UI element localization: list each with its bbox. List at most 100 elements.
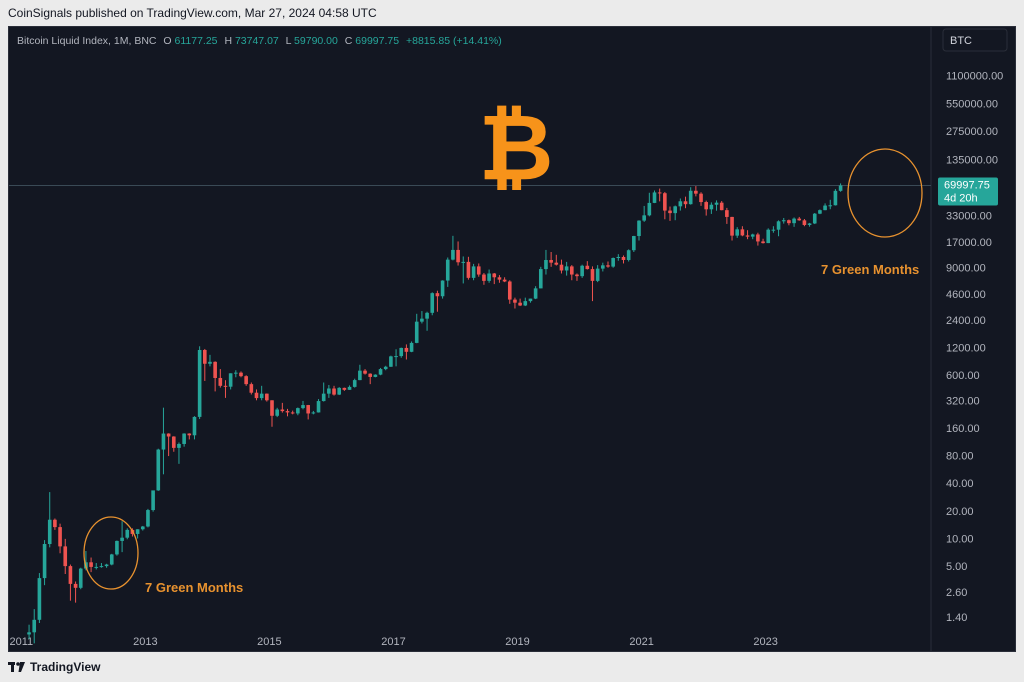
price-tick-label: 135000.00	[946, 154, 998, 166]
candle-body	[699, 193, 703, 203]
tradingview-mark-icon	[8, 662, 25, 672]
candle-body	[285, 411, 290, 413]
candle	[451, 235, 455, 261]
candle-body	[37, 578, 42, 620]
candle	[347, 385, 352, 390]
candle	[621, 255, 626, 264]
candle	[254, 389, 259, 401]
candle-body	[507, 281, 512, 300]
candle-body	[528, 298, 533, 302]
candle	[766, 228, 771, 244]
candle-body	[306, 405, 310, 414]
candle	[42, 540, 47, 586]
tradingview-logo[interactable]: TradingView	[8, 660, 100, 674]
last-price-badge: 69997.75 4d 20h	[938, 177, 998, 206]
time-tick-label: 2013	[133, 636, 157, 648]
candle-body	[740, 229, 745, 236]
candle	[352, 378, 357, 388]
currency-badge[interactable]	[942, 28, 1008, 52]
candle	[663, 191, 667, 220]
candle	[47, 492, 52, 548]
candle-body	[461, 261, 466, 263]
candle-body	[451, 249, 455, 260]
candle	[239, 371, 243, 378]
candle	[440, 280, 445, 299]
candle-body	[182, 433, 186, 444]
candle-body	[389, 356, 393, 367]
currency-badge-label: BTC	[950, 35, 972, 47]
candle-body	[265, 393, 269, 401]
candle	[404, 344, 409, 360]
candle-body	[347, 386, 352, 390]
candle	[688, 187, 693, 205]
candle	[523, 297, 528, 307]
candle	[807, 222, 812, 227]
price-tick-label: 40.00	[946, 478, 974, 490]
candle-body	[492, 273, 497, 278]
candle-body	[802, 220, 807, 225]
candle	[420, 311, 424, 324]
legend-close-label: C	[345, 35, 353, 47]
candle-body	[73, 583, 78, 588]
candle-body	[601, 265, 605, 269]
candle	[166, 433, 171, 457]
candle	[187, 433, 192, 440]
candle-body	[425, 312, 429, 319]
candle-body	[440, 280, 445, 297]
candle-body	[595, 268, 600, 281]
candle-body	[311, 412, 316, 414]
candle	[533, 286, 538, 300]
candle-body	[78, 568, 83, 588]
candle-body	[730, 216, 734, 236]
legend-high-label: H	[224, 35, 232, 47]
candle-body	[63, 546, 68, 567]
candle	[358, 364, 362, 381]
candle-body	[202, 349, 207, 364]
candle-body	[637, 220, 641, 237]
candle	[740, 226, 745, 237]
legend-symbol: Bitcoin Liquid Index, 1M, BNC	[17, 35, 157, 47]
candle-body	[725, 210, 729, 217]
candle-body	[678, 201, 683, 207]
candle	[823, 203, 827, 211]
candle	[750, 233, 755, 240]
candle	[301, 400, 305, 410]
candle-body	[766, 229, 771, 244]
price-chart[interactable]: Bitcoin Liquid Index, 1M, BNC O 61177.25…	[9, 27, 1015, 651]
candle	[78, 567, 83, 590]
candle	[601, 262, 605, 272]
candle-body	[569, 266, 574, 275]
candle	[802, 219, 807, 227]
candle	[657, 188, 662, 202]
candle	[171, 436, 176, 452]
candle	[833, 189, 838, 206]
candle-body	[621, 256, 626, 260]
candle	[652, 190, 657, 204]
candle	[53, 518, 57, 530]
chart-frame[interactable]: Bitcoin Liquid Index, 1M, BNC O 61177.25…	[8, 26, 1016, 652]
candle-body	[559, 264, 564, 271]
price-tick-label: 160.00	[946, 423, 980, 435]
candle-body	[146, 510, 150, 527]
candle	[792, 217, 796, 227]
candle	[296, 407, 300, 416]
publisher-bar: CoinSignals published on TradingView.com…	[0, 0, 1024, 26]
bitcoin-logo-icon: ₿	[479, 97, 554, 199]
candle	[202, 348, 207, 381]
candle	[559, 259, 564, 274]
candle	[228, 373, 233, 390]
price-tick-label: 20.00	[946, 506, 974, 518]
candle	[337, 387, 342, 396]
candle	[27, 624, 31, 640]
candle-body	[812, 213, 817, 224]
candle	[259, 385, 264, 401]
candle-body	[776, 221, 781, 230]
candle-body	[456, 249, 460, 263]
candle-body	[688, 190, 693, 205]
candle	[94, 563, 99, 570]
candle-body	[414, 321, 419, 343]
candle-body	[337, 387, 342, 395]
candle-body	[239, 372, 243, 377]
price-tick-label: 1100000.00	[946, 71, 1003, 83]
price-tick-label: 2.60	[946, 587, 967, 599]
